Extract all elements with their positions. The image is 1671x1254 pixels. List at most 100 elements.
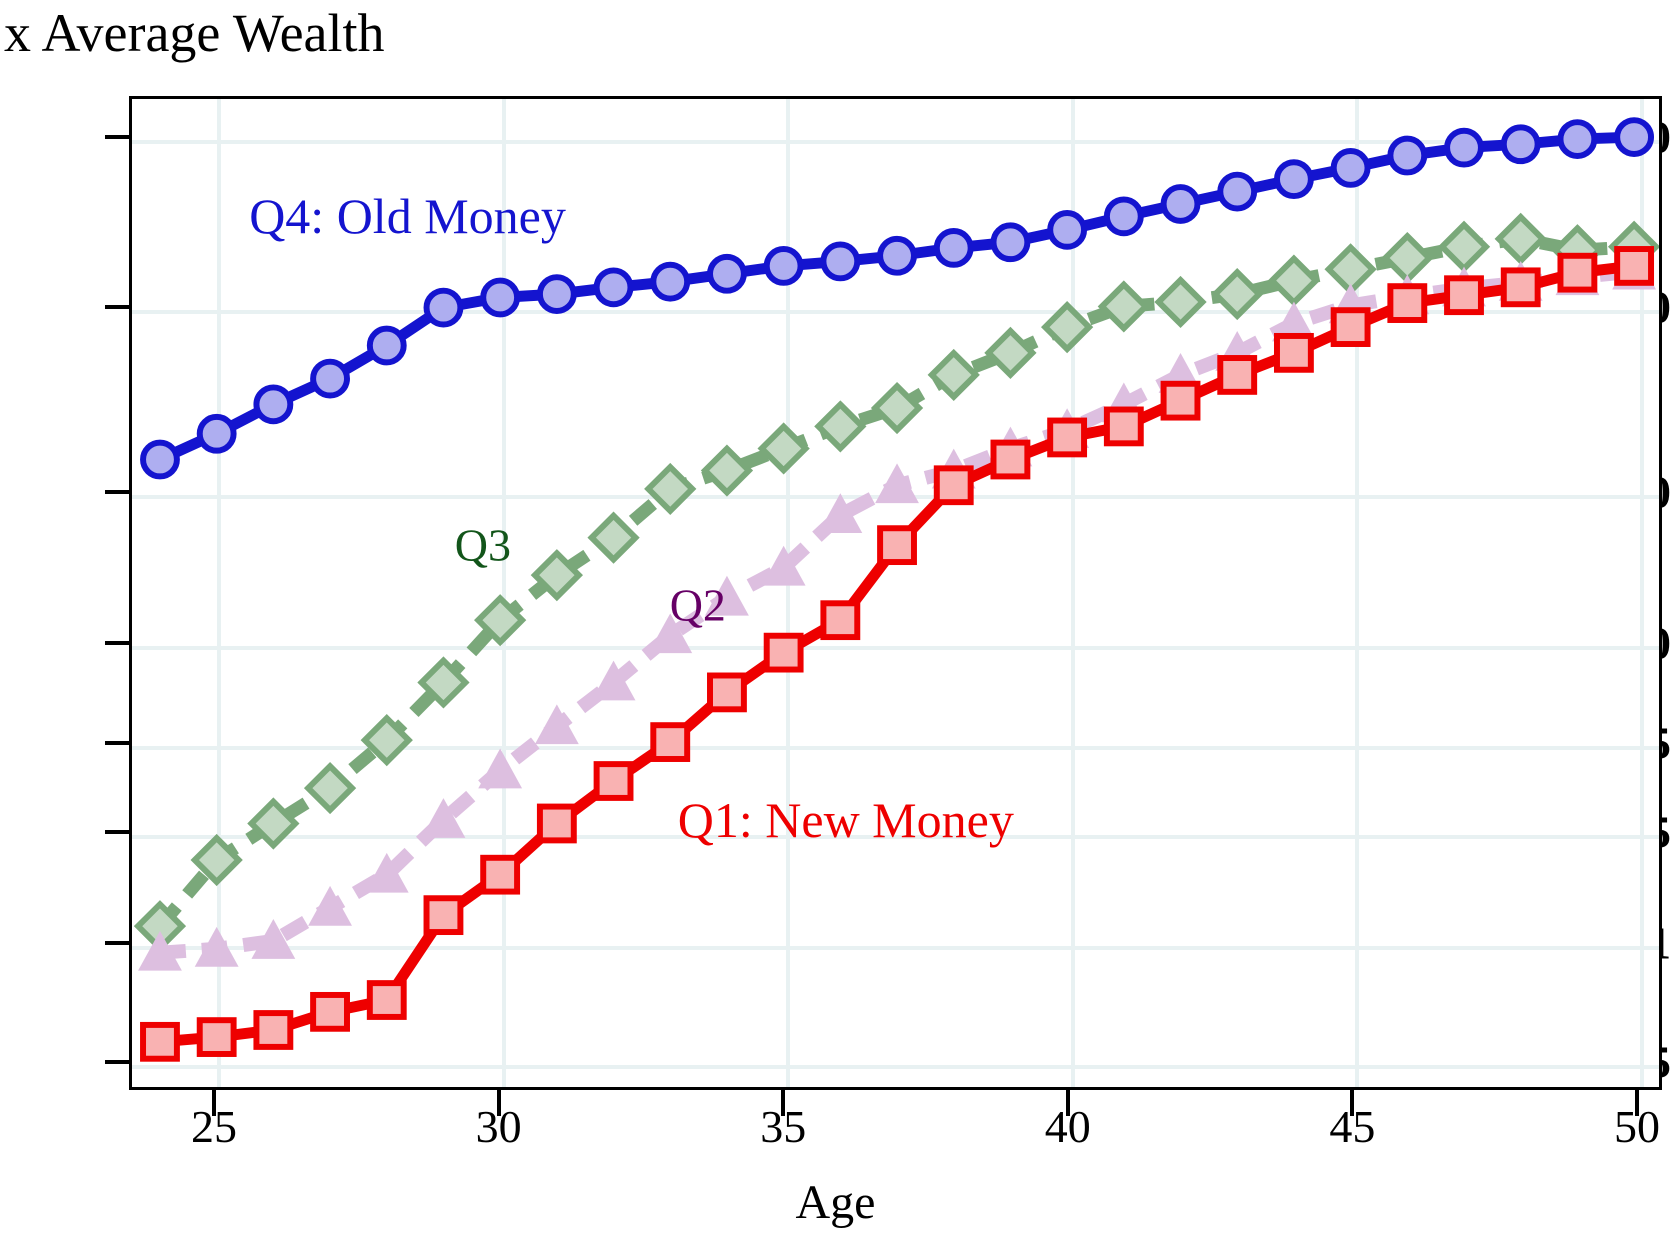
data-point-marker — [1557, 119, 1598, 159]
data-point-marker — [1160, 380, 1201, 421]
data-point-marker — [1387, 135, 1428, 176]
data-point-marker — [818, 493, 863, 534]
x-tick-mark — [1635, 1090, 1639, 1116]
data-point-marker — [984, 326, 1037, 379]
data-point-marker — [366, 980, 407, 1020]
y-tick-mark — [105, 941, 129, 945]
data-point-marker — [423, 287, 464, 328]
series-line — [159, 264, 1635, 960]
data-point-marker — [303, 762, 357, 815]
x-tick-mark — [1350, 1090, 1355, 1116]
data-point-marker — [1557, 252, 1598, 293]
series-layer — [133, 117, 1659, 1062]
gridline-vertical — [217, 99, 221, 1087]
data-point-marker — [648, 613, 693, 654]
data-point-marker — [820, 241, 861, 282]
data-point-marker — [247, 797, 300, 850]
series-label-q2: Q2 — [669, 579, 726, 631]
data-point-marker — [478, 748, 523, 789]
y-tick-mark — [105, 641, 129, 645]
data-point-marker — [1047, 209, 1088, 250]
data-point-marker — [1103, 406, 1144, 447]
data-point-marker — [474, 594, 527, 647]
data-point-marker — [308, 885, 352, 926]
data-point-marker — [366, 325, 407, 366]
gridline-horizontal — [132, 746, 1659, 750]
plot-area — [129, 96, 1662, 1090]
data-point-marker — [593, 761, 634, 801]
x-tick-mark — [1065, 1090, 1070, 1116]
data-point-marker — [820, 600, 861, 641]
gridline-horizontal — [132, 835, 1659, 839]
data-point-marker — [644, 462, 697, 516]
gridline-horizontal — [132, 140, 1659, 144]
data-point-marker — [194, 926, 239, 967]
series-q4 — [140, 117, 1655, 480]
x-tick-mark — [496, 1090, 501, 1116]
data-point-marker — [1500, 124, 1541, 165]
data-point-marker — [1444, 127, 1484, 168]
y-tick-mark — [105, 830, 129, 834]
data-point-marker — [591, 660, 636, 701]
gridline-vertical — [1070, 99, 1075, 1087]
data-point-marker — [933, 228, 974, 268]
data-point-marker — [530, 549, 583, 602]
gridline-vertical — [1640, 99, 1644, 1087]
data-point-marker — [763, 246, 804, 286]
y-tick-mark — [105, 741, 129, 745]
data-point-marker — [1273, 332, 1314, 373]
series-label-q3: Q3 — [454, 519, 512, 571]
data-point-marker — [1330, 148, 1371, 188]
data-point-marker — [1211, 267, 1264, 321]
data-point-marker — [1047, 417, 1088, 458]
data-point-marker — [1494, 212, 1547, 265]
data-point-marker — [417, 656, 470, 709]
gridline-vertical — [1355, 99, 1360, 1087]
chart-title: x Average Wealth — [4, 3, 385, 63]
y-tick-mark — [105, 1060, 129, 1064]
gridline-horizontal — [132, 1065, 1659, 1069]
data-point-marker — [310, 991, 350, 1032]
x-axis-label: Age — [795, 1176, 876, 1229]
gridline-horizontal — [132, 946, 1659, 950]
data-point-marker — [933, 465, 974, 506]
data-point-marker — [251, 919, 296, 959]
data-point-marker — [364, 852, 409, 893]
data-point-marker — [877, 235, 917, 276]
gridline-vertical — [786, 99, 791, 1087]
data-point-marker — [360, 714, 413, 767]
data-point-marker — [990, 439, 1031, 480]
data-point-marker — [1154, 275, 1207, 329]
data-point-marker — [480, 277, 521, 318]
data-point-marker — [814, 400, 867, 453]
data-point-marker — [423, 895, 464, 936]
data-point-marker — [707, 672, 747, 713]
data-point-marker — [1500, 267, 1541, 308]
data-point-marker — [705, 575, 749, 616]
data-point-marker — [877, 525, 917, 566]
data-point-marker — [140, 439, 180, 480]
data-point-marker — [1097, 280, 1150, 333]
data-point-marker — [1267, 254, 1321, 307]
data-point-marker — [587, 511, 640, 564]
series-label-q4: Q4: Old Money — [249, 188, 566, 245]
data-point-marker — [927, 348, 980, 402]
data-point-marker — [650, 261, 691, 302]
data-point-marker — [1330, 307, 1371, 347]
data-point-marker — [536, 803, 577, 844]
data-point-marker — [1437, 220, 1491, 273]
data-point-marker — [870, 381, 924, 435]
data-point-marker — [650, 722, 691, 762]
gridline-horizontal — [132, 646, 1659, 650]
x-tick-mark — [781, 1090, 786, 1116]
data-point-marker — [700, 444, 754, 497]
data-point-marker — [196, 1017, 237, 1057]
y-tick-mark — [105, 305, 129, 309]
data-point-marker — [536, 274, 577, 314]
data-point-marker — [757, 422, 810, 475]
y-tick-mark — [105, 490, 129, 494]
data-point-marker — [1040, 301, 1094, 354]
series-label-q1: Q1: New Money — [677, 791, 1014, 848]
data-point-marker — [534, 704, 579, 745]
